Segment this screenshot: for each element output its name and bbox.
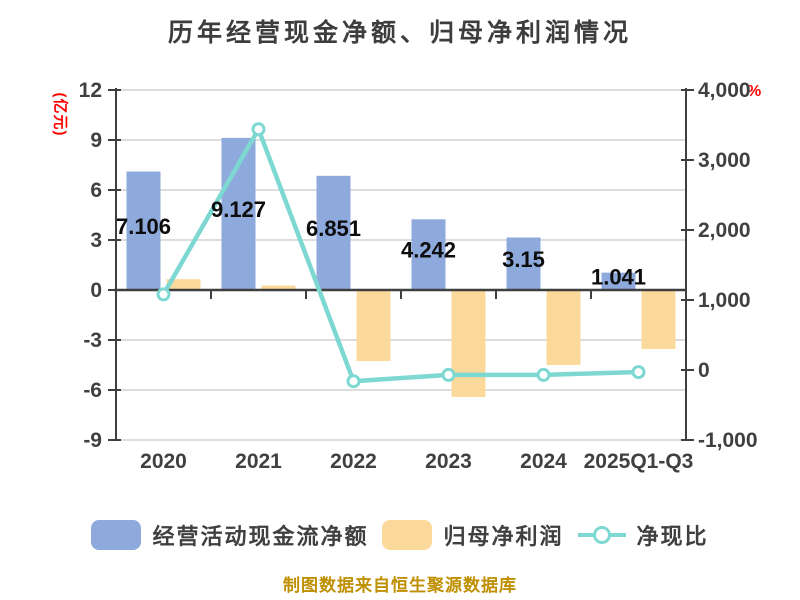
data-label: 7.106 (116, 214, 171, 239)
left-axis-tick-label: 0 (90, 279, 102, 302)
left-axis-tick-label: -6 (83, 379, 102, 402)
legend-label-cash-ratio: 净现比 (636, 524, 709, 549)
legend-item-operating-cashflow: 经营活动现金流净额 (91, 519, 368, 551)
cash-ratio-marker (631, 365, 646, 380)
right-axis-tick-label: -1,000 (698, 429, 758, 452)
x-axis-category-label: 2022 (330, 450, 377, 473)
right-axis-tick-label: 0 (698, 359, 710, 382)
bar-net-profit (546, 290, 581, 365)
bar-operating-cashflow (506, 237, 541, 290)
x-axis-category-label: 2021 (235, 450, 282, 473)
right-axis-unit-label: % (747, 83, 762, 100)
data-label: 3.15 (502, 247, 545, 272)
legend-label-operating-cashflow: 经营活动现金流净额 (152, 524, 369, 549)
right-axis-tick-label: 1,000 (698, 289, 751, 312)
footer-credit: 制图数据来自恒生聚源数据库 (283, 576, 517, 595)
bar-net-profit (641, 290, 676, 349)
x-axis-category-label: 2020 (140, 450, 187, 473)
left-axis-tick-label: 6 (90, 179, 102, 202)
left-axis-tick-label: -9 (83, 429, 102, 452)
x-axis-category-label: 2023 (425, 450, 472, 473)
legend: 经营活动现金流净额 归母净利润 净现比 (0, 519, 800, 551)
cash-ratio-marker (536, 367, 551, 382)
bar-net-profit (261, 285, 296, 290)
legend-swatch-yellow-bar-icon (382, 520, 433, 550)
right-axis-tick-label: 4,000 (698, 79, 751, 102)
bar-net-profit (166, 279, 201, 290)
data-label: 1.041 (591, 264, 646, 289)
legend-item-cash-ratio: 净现比 (577, 519, 709, 551)
legend-swatch-blue-bar-icon (91, 520, 142, 550)
bar-operating-cashflow (601, 272, 636, 290)
left-axis-tick-label: 12 (79, 79, 102, 102)
data-label: 9.127 (211, 197, 266, 222)
data-label: 6.851 (306, 216, 361, 241)
bar-operating-cashflow (126, 171, 161, 290)
cash-ratio-marker (156, 287, 171, 302)
bar-net-profit (451, 290, 486, 397)
legend-line-dot (592, 526, 611, 544)
legend-line-marker-icon (577, 520, 626, 550)
data-label: 4.242 (401, 238, 456, 263)
left-axis-tick-label: 9 (90, 129, 102, 152)
x-axis-category-label: 2025Q1-Q3 (584, 450, 694, 473)
right-axis-tick-label: 3,000 (698, 149, 751, 172)
cash-ratio-marker (346, 374, 361, 389)
x-axis-category-label: 2024 (520, 450, 567, 473)
cash-ratio-line (161, 126, 641, 384)
cash-ratio-marker (251, 122, 266, 137)
bar-operating-cashflow (316, 175, 351, 290)
left-axis-tick-label: -3 (83, 329, 102, 352)
chart-title: 历年经营现金净额、归母净利润情况 (167, 19, 632, 47)
cash-ratio-marker (441, 367, 456, 382)
legend-item-net-profit: 归母净利润 (382, 519, 563, 551)
right-axis-tick-label: 2,000 (698, 219, 751, 242)
left-axis-tick-label: 3 (90, 229, 102, 252)
legend-label-net-profit: 归母净利润 (443, 524, 564, 549)
bar-operating-cashflow (411, 219, 446, 290)
bar-net-profit (356, 290, 391, 361)
